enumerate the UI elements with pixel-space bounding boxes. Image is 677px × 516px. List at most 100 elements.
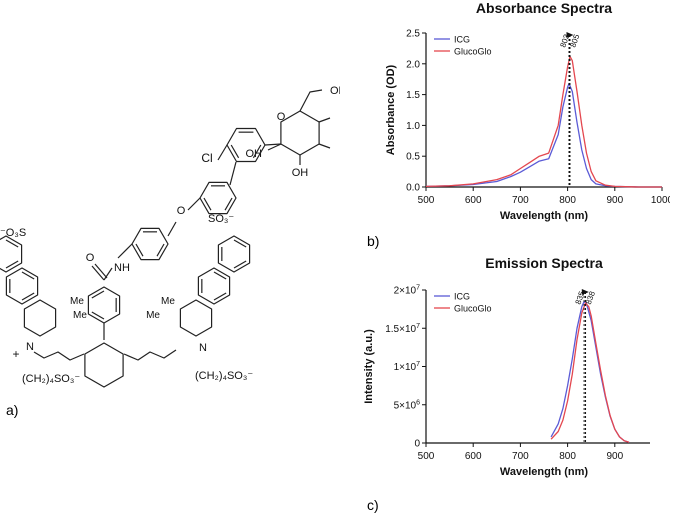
right-butylsulfonate-label: (CH₂)₄SO₃⁻ (195, 370, 253, 382)
left-naphthyl-ring-b-double-bond (5, 260, 19, 269)
y-axis-label: Absorbance (OD) (385, 64, 397, 155)
y-tick-label-base: 2×10 (394, 286, 417, 297)
ether-oxygen-label: O (177, 205, 186, 217)
panel-label-a: a) (6, 402, 19, 418)
cyclohexene-ring (84, 342, 124, 388)
right-nitrogen-label: N (199, 342, 207, 354)
left-naphthyl-ring-a (5, 267, 39, 305)
x-tick-label: 900 (606, 451, 623, 462)
benzyl-ring (199, 181, 237, 215)
benzyl-ring-double-bond (224, 197, 233, 211)
peak-annotation-label: 803 (558, 33, 571, 49)
left-butylsulfonate-label: (CH₂)₄SO₃⁻ (22, 373, 80, 385)
y-tick-label: 2.0 (406, 59, 420, 70)
amide-carbonyl-bond (94, 263, 108, 279)
bond (187, 197, 201, 211)
right-naphthyl-ring-a-double-bond (213, 271, 227, 280)
central-phenyl-ring-double-bond (91, 290, 105, 299)
series-line-icg (425, 82, 662, 188)
linker-phenyl-ring-double-bond (156, 243, 165, 257)
y-tick-label: 0.5 (406, 152, 420, 163)
glucose-ring (280, 110, 320, 156)
benzyl-ring-double-bond (203, 197, 212, 211)
central-phenyl-ring-double-bond (91, 311, 105, 320)
bond (217, 144, 228, 161)
right-naphthyl-ring-b-double-bond (233, 239, 247, 248)
legend-label: GlucoGlo (454, 304, 492, 314)
right-sulfonate-label: SO₃⁻ (208, 213, 234, 225)
chlorophenyl-ring-double-bond (252, 144, 262, 159)
y-tick-label-base: 5×10 (394, 400, 417, 411)
bond (103, 267, 113, 281)
x-tick-label: 600 (465, 195, 482, 206)
linker-phenyl-ring (131, 227, 169, 261)
y-tick-label-exponent: 7 (416, 285, 420, 292)
panel-label-b: b) (367, 233, 380, 249)
y-tick-label: 1.0 (406, 121, 420, 132)
polymethine-chain-right (123, 349, 177, 361)
peak-arrow-icon (566, 32, 574, 38)
y-tick-label-exponent: 7 (416, 361, 420, 368)
chlorophenyl-ring-double-bond (230, 144, 240, 159)
series-line-glucoglo (550, 302, 630, 443)
bond (229, 161, 237, 186)
x-tick-label: 500 (418, 195, 435, 206)
legend-label: ICG (454, 35, 470, 45)
hydroxyl-label: OH (292, 167, 309, 179)
y-tick-label: 1.5×107 (385, 323, 420, 335)
bond (264, 143, 282, 146)
chart-title: Absorbance Spectra (476, 0, 612, 16)
bond (318, 117, 331, 123)
central-phenyl-ring (87, 286, 121, 324)
left-sulfonate-label: ⁻O₃S (0, 227, 26, 239)
right-naphthyl-ring-a-double-bond (213, 292, 227, 301)
y-tick-label-exponent: 6 (416, 399, 420, 406)
panel-label-c: c) (367, 497, 379, 513)
chart-title: Emission Spectra (485, 255, 603, 271)
y-tick-label: 1×107 (394, 361, 421, 373)
x-tick-label: 700 (512, 451, 529, 462)
left-naphthyl-ring-a-double-bond (21, 271, 35, 280)
x-tick-label: 700 (512, 195, 529, 206)
left-naphthyl-ring-a-double-bond (21, 292, 35, 301)
peak-annotation-label: 838 (584, 290, 597, 306)
linker-phenyl-ring-double-bond (135, 243, 144, 257)
y-tick-label: 0 (414, 439, 420, 450)
peak-annotation-label: 835 (574, 290, 587, 306)
left-naphthyl-ring-b-double-bond (5, 239, 19, 248)
x-tick-label: 600 (465, 451, 482, 462)
methyl-label: Me (161, 296, 175, 307)
right-naphthyl-ring-b-double-bond (233, 260, 247, 269)
y-tick-label: 2.5 (406, 29, 420, 40)
peak-annotation-label: 805 (568, 33, 581, 49)
y-tick-label: 5×106 (394, 399, 421, 411)
bond (117, 243, 133, 259)
y-tick-label: 1.5 (406, 90, 420, 101)
carbonyl-oxygen-label: O (86, 252, 95, 264)
ring-oxygen-label: O (277, 111, 286, 123)
x-axis-label: Wavelength (nm) (500, 466, 589, 478)
cationic-charge-label: + (12, 347, 19, 361)
x-tick-label: 900 (606, 195, 623, 206)
polymethine-chain-left (33, 351, 85, 361)
bond (167, 221, 177, 237)
right-naphthyl-ring-a (197, 267, 231, 305)
bond (267, 143, 282, 151)
chlorine-label: Cl (201, 151, 212, 165)
right-indolenine-ring (179, 299, 213, 337)
y-tick-label: 2×107 (394, 285, 421, 297)
hydroxyl-label: OH (330, 85, 340, 97)
peak-arrow-icon (581, 289, 589, 295)
y-tick-label-exponent: 7 (416, 323, 420, 330)
series-line-glucoglo (425, 55, 662, 188)
y-tick-label-base: 0 (414, 439, 420, 450)
y-tick-label-base: 1.5×10 (385, 324, 416, 335)
chemical-structure: OHOHOHOHOHOClONHON+MeMe⁻O₃S(CH₂)₄SO₃⁻NMe… (0, 85, 340, 388)
left-naphthyl-ring-b (0, 235, 23, 273)
amide-nh-label: NH (114, 262, 130, 274)
x-tick-label: 800 (559, 451, 576, 462)
y-axis-label: Intensity (a.u.) (363, 329, 375, 404)
